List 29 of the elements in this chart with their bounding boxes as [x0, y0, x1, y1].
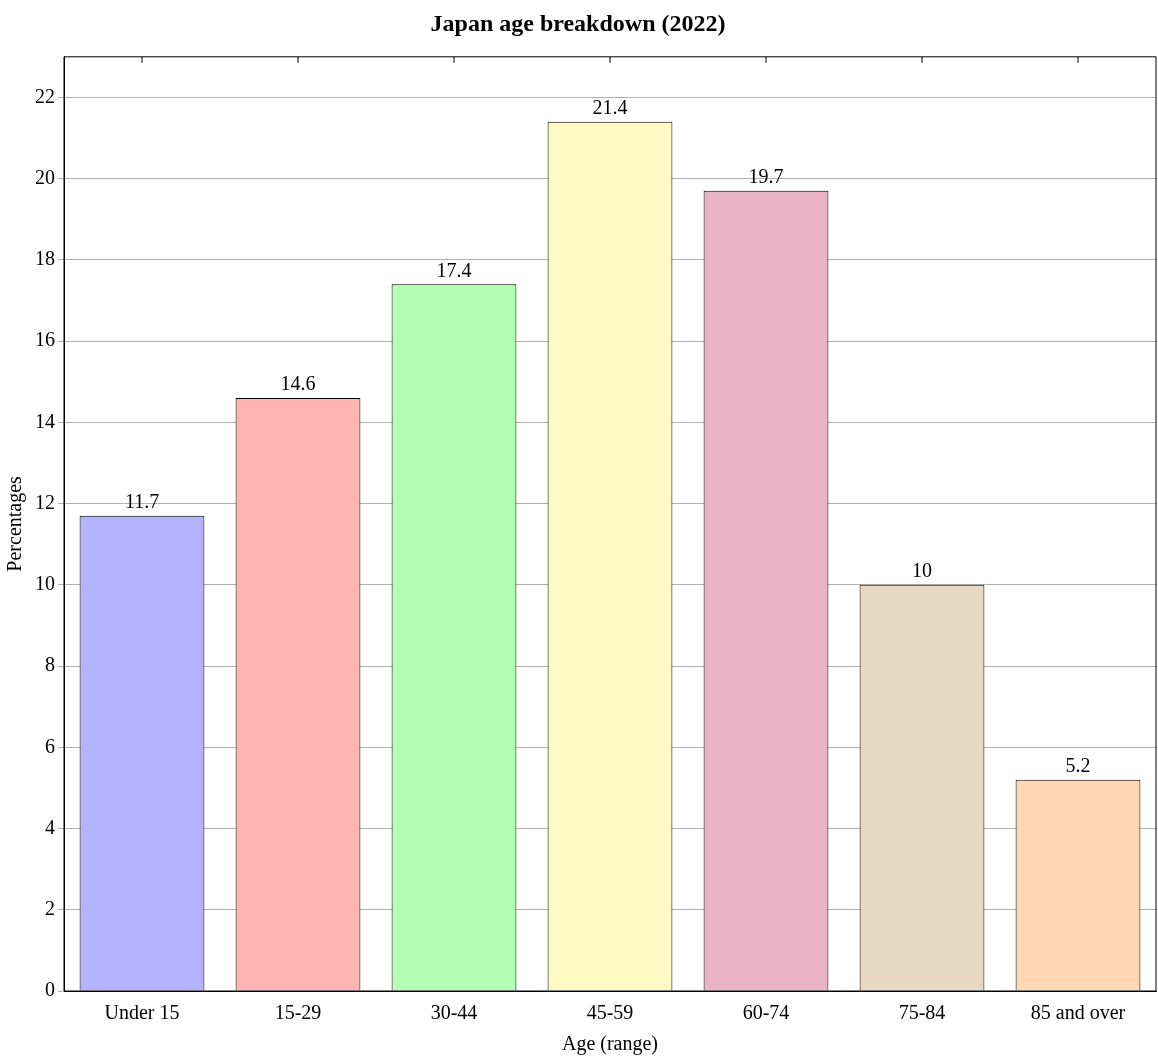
data-label: 19.7	[748, 165, 784, 188]
y-tick-label: 4	[45, 815, 55, 838]
x-tick-label: 45-59	[586, 1001, 634, 1024]
data-label: 17.4	[436, 258, 472, 281]
chart-title: Japan age breakdown (2022)	[430, 9, 726, 36]
data-label: 10	[912, 559, 932, 582]
y-tick-label: 6	[45, 734, 55, 757]
y-tick-label: 16	[35, 328, 55, 351]
x-tick-label: 30-44	[430, 1001, 478, 1024]
y-tick-label: 0	[45, 978, 55, 1001]
y-tick-label: 20	[35, 165, 55, 188]
x-tick-label: 75-84	[898, 1001, 946, 1024]
y-tick-label: 22	[35, 84, 55, 107]
data-label: 5.2	[1065, 754, 1091, 777]
y-tick-label: 12	[35, 490, 55, 513]
x-tick-label: 85 and over	[1030, 1001, 1126, 1024]
y-axis-title: Percentages	[3, 475, 27, 572]
x-tick-label: 60-74	[742, 1001, 790, 1024]
y-tick-label: 18	[35, 247, 55, 270]
data-label: 11.7	[124, 490, 160, 513]
x-axis-title: Age (range)	[561, 1032, 659, 1056]
y-tick-label: 8	[45, 653, 55, 676]
x-tick-label: Under 15	[104, 1001, 180, 1024]
x-tick-label: 15-29	[274, 1001, 322, 1024]
data-label: 14.6	[280, 372, 316, 395]
y-tick-label: 2	[45, 897, 55, 920]
y-tick-label: 10	[35, 572, 55, 595]
y-tick-label: 14	[35, 409, 55, 432]
data-label: 21.4	[592, 96, 628, 119]
